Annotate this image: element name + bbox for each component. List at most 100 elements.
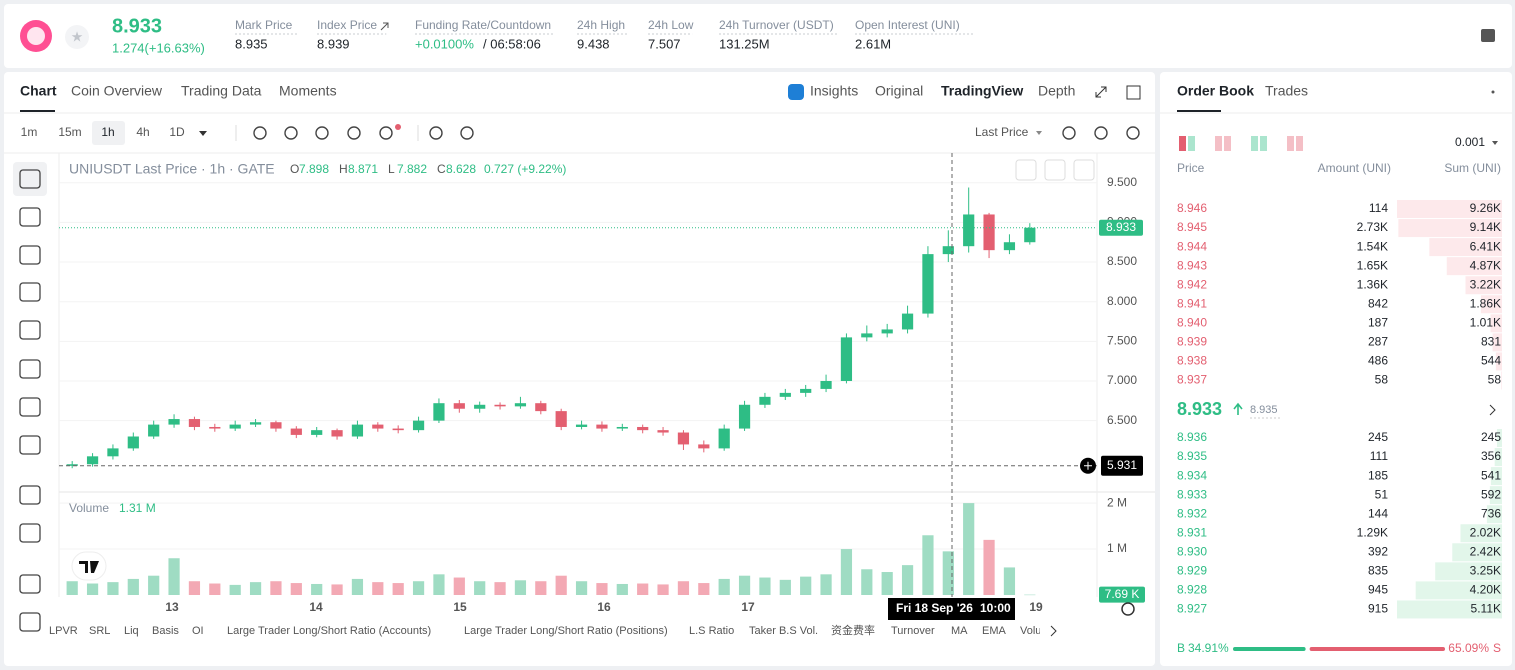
drawing-tool[interactable]	[19, 282, 41, 302]
chart-tab[interactable]: Trading Data	[181, 83, 262, 99]
order-price[interactable]: 8.946	[1177, 201, 1207, 215]
chart-tab[interactable]: Moments	[279, 83, 337, 99]
drawing-tool[interactable]	[19, 320, 41, 340]
volume-bar	[311, 583, 323, 595]
toolbar-icon[interactable]	[460, 126, 474, 140]
view-tab[interactable]: Insights	[810, 83, 858, 99]
notes-icon[interactable]	[1481, 29, 1495, 42]
layout-toggle[interactable]	[1296, 136, 1303, 151]
indicator-button[interactable]: LPVR	[49, 625, 78, 637]
column-header: Price	[1177, 161, 1205, 175]
toolbar-icon[interactable]	[1094, 126, 1108, 140]
interval-button[interactable]: 4h	[136, 125, 149, 139]
drawing-tool[interactable]	[19, 245, 41, 265]
indicator-button[interactable]: EMA	[982, 625, 1007, 637]
layout-toggle[interactable]	[1188, 136, 1195, 151]
settings-icon[interactable]	[1121, 602, 1135, 616]
indicator-button[interactable]: Liq	[124, 625, 139, 637]
toolbar-icon[interactable]	[284, 126, 298, 140]
favorite-button[interactable]	[65, 25, 89, 49]
indicator-button[interactable]: Taker B.S Vol.	[749, 625, 818, 637]
order-price[interactable]: 8.943	[1177, 258, 1207, 272]
order-price[interactable]: 8.935	[1177, 449, 1207, 463]
order-sum: 245	[1481, 430, 1501, 444]
order-price[interactable]: 8.932	[1177, 506, 1207, 520]
drawing-tool[interactable]	[19, 485, 41, 505]
drawing-tool[interactable]	[19, 574, 41, 594]
layout-toggle[interactable]	[1215, 136, 1222, 151]
drawing-tool[interactable]	[19, 207, 41, 227]
interval-button[interactable]: 15m	[58, 125, 81, 139]
indicator-button[interactable]: Large Trader Long/Short Ratio (Accounts)	[227, 625, 431, 637]
indicator-button[interactable]: MA	[951, 625, 968, 637]
order-price[interactable]: 8.929	[1177, 564, 1207, 578]
indicator-button[interactable]: SRL	[89, 625, 110, 637]
toolbar-icon[interactable]	[429, 126, 443, 140]
interval-button[interactable]: 1m	[21, 125, 38, 139]
indicator-button[interactable]: L.S Ratio	[689, 625, 734, 637]
order-price[interactable]: 8.930	[1177, 544, 1207, 558]
view-tab[interactable]: Original	[875, 83, 923, 99]
order-price[interactable]: 8.942	[1177, 277, 1207, 291]
order-price[interactable]: 8.937	[1177, 373, 1207, 387]
view-tab[interactable]: TradingView	[941, 83, 1023, 99]
orderbook-tab[interactable]: Trades	[1265, 83, 1308, 99]
drawing-tool[interactable]	[19, 523, 41, 543]
drawing-tool[interactable]	[19, 397, 41, 417]
drawing-tool[interactable]	[19, 359, 41, 379]
order-price[interactable]: 8.944	[1177, 239, 1207, 253]
interval-button[interactable]: 1D	[169, 125, 185, 139]
layout-toggle[interactable]	[1287, 136, 1294, 151]
toolbar-icon[interactable]	[379, 126, 393, 140]
order-price[interactable]: 8.938	[1177, 354, 1207, 368]
order-price[interactable]: 8.927	[1177, 602, 1207, 616]
layout-toggle[interactable]	[1179, 136, 1186, 151]
order-price[interactable]: 8.933	[1177, 487, 1207, 501]
price-type-select[interactable]: Last Price	[975, 125, 1029, 139]
order-price[interactable]: 8.939	[1177, 335, 1207, 349]
more-icon[interactable]	[1491, 90, 1495, 94]
toolbar-icon[interactable]	[315, 126, 329, 140]
scroll-right[interactable]	[1050, 625, 1057, 637]
chart-control[interactable]	[1015, 159, 1037, 181]
order-price[interactable]: 8.941	[1177, 296, 1207, 310]
orderbook-tab[interactable]: Order Book	[1177, 83, 1254, 99]
layout-toggle[interactable]	[1224, 136, 1231, 151]
order-price[interactable]: 8.936	[1177, 430, 1207, 444]
drawing-tool[interactable]	[19, 169, 41, 189]
order-price[interactable]: 8.934	[1177, 468, 1207, 482]
candle-body	[759, 396, 771, 405]
indicator-button[interactable]: OI	[192, 625, 204, 637]
chart-tab[interactable]: Chart	[20, 83, 57, 99]
order-amount: 187	[1368, 315, 1388, 329]
toolbar-icon[interactable]	[253, 126, 267, 140]
view-tab[interactable]: Depth	[1038, 83, 1075, 99]
order-price[interactable]: 8.928	[1177, 583, 1207, 597]
candle-body	[188, 419, 201, 427]
candle-body	[168, 419, 180, 425]
chart-control[interactable]	[1073, 159, 1095, 181]
indicator-button[interactable]: Basis	[152, 625, 179, 637]
chart-control[interactable]	[1044, 159, 1066, 181]
indicator-button[interactable]: Large Trader Long/Short Ratio (Positions…	[464, 625, 668, 637]
order-sum: 9.14K	[1470, 220, 1501, 234]
indicator-button[interactable]: 资金费率	[831, 623, 875, 637]
toolbar-icon[interactable]	[347, 126, 361, 140]
order-price[interactable]: 8.945	[1177, 220, 1207, 234]
layout-toggle[interactable]	[1251, 136, 1258, 151]
interval-button[interactable]: 1h	[101, 125, 114, 139]
indicator-button[interactable]: Volu	[1020, 625, 1041, 637]
order-price[interactable]: 8.940	[1177, 315, 1207, 329]
indicator-button[interactable]: Turnover	[891, 625, 935, 637]
chart-tab[interactable]: Coin Overview	[71, 83, 163, 99]
drawing-tool[interactable]	[19, 435, 41, 455]
order-price[interactable]: 8.931	[1177, 525, 1207, 539]
candle-body	[249, 422, 262, 425]
toolbar-icon[interactable]	[1062, 126, 1076, 140]
toolbar-icon[interactable]	[1126, 126, 1140, 140]
precision-select[interactable]: 0.001	[1455, 135, 1485, 149]
drawing-tool[interactable]	[19, 612, 41, 632]
volume-bar	[677, 581, 690, 595]
layout-toggle[interactable]	[1260, 136, 1267, 151]
chevron-right[interactable]	[1489, 404, 1496, 416]
